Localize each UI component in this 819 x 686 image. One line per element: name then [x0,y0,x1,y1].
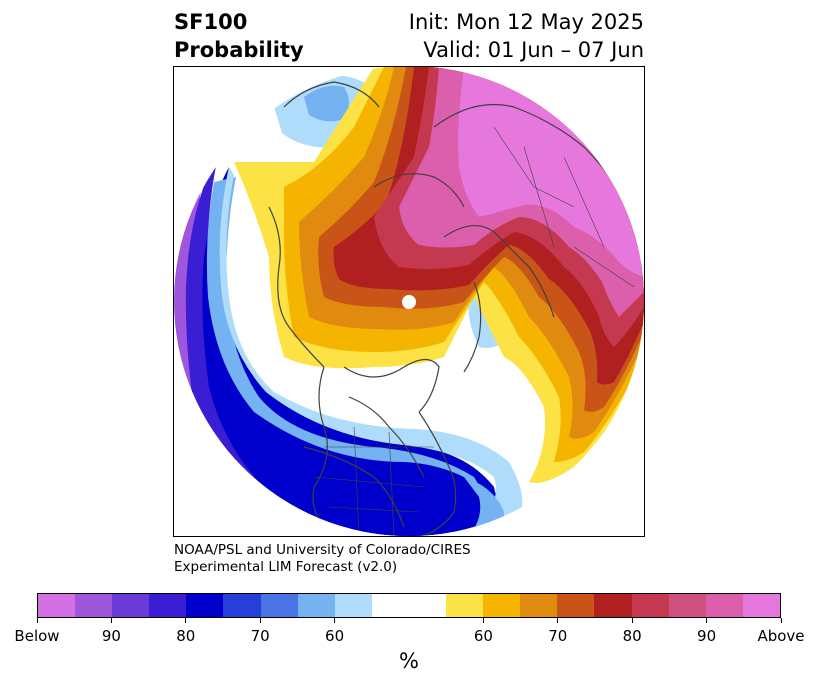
colorbar [37,593,781,618]
init-date: Init: Mon 12 May 2025 [408,10,644,34]
colorbar-swatch [705,594,743,617]
political-boundaries [313,126,635,536]
colorbar-tick-label: 80 [176,627,196,645]
colorbar-tick [259,618,261,623]
contour-below-70 [202,167,497,536]
colorbar-tick [557,618,559,623]
colorbar-swatch [38,594,76,617]
colorbar-tick [631,618,633,623]
title-quantity: Probability [174,38,304,62]
credit-line-2: Experimental LIM Forecast (v2.0) [174,559,398,575]
colorbar-swatch [668,594,706,617]
colorbar-swatch [334,594,372,617]
colorbar-tick-label: 70 [250,627,270,645]
colorbar-tick [706,618,708,623]
north-pole-marker [402,295,416,309]
colorbar-tick-label: 90 [697,627,717,645]
colorbar-swatch [149,594,187,617]
colorbar-tick [482,618,484,623]
colorbar-tick [185,618,187,623]
colorbar-tick-label: 90 [101,627,121,645]
colorbar-tick-label: Above [757,627,805,645]
forecast-dates: Init: Mon 12 May 2025 Valid: 01 Jun – 07… [409,8,644,64]
colorbar-unit-label: % [399,649,419,673]
credit-text: NOAA/PSL and University of Colorado/CIRE… [174,542,471,576]
colorbar-tick [36,618,38,623]
valid-dates: Valid: 01 Jun – 07 Jun [423,38,644,62]
colorbar-swatch [483,594,521,617]
colorbar-swatch [112,594,150,617]
colorbar-tick [780,618,782,623]
map-panel [173,66,645,537]
colorbar-swatch [557,594,595,617]
colorbar-swatch [594,594,632,617]
colorbar-tick-label: 80 [622,627,642,645]
colorbar-swatch [446,594,484,617]
map-title: SF100 Probability [174,8,304,64]
title-variable: SF100 [174,10,248,34]
colorbar-swatch [371,594,409,617]
colorbar-swatch [75,594,113,617]
colorbar-tick-label: 70 [548,627,568,645]
contour-below-60-north-atlantic [304,85,349,122]
colorbar-tick [110,618,112,623]
colorbar-swatch [631,594,669,617]
colorbar-tick-label: Below [14,627,60,645]
colorbar-swatch [408,594,447,617]
colorbar-tick-label: 60 [473,627,493,645]
colorbar-swatch [223,594,261,617]
colorbar-swatch [297,594,335,617]
colorbar-swatch [260,594,298,617]
colorbar-tick [334,618,336,623]
colorbar-swatch [742,594,780,617]
coastlines [268,81,635,536]
probability-map [174,67,644,536]
contour-below-50 [219,167,523,536]
colorbar-tick-label: 60 [325,627,345,645]
credit-line-1: NOAA/PSL and University of Colorado/CIRE… [174,542,471,558]
colorbar-swatch [520,594,558,617]
colorbar-swatch [186,594,224,617]
